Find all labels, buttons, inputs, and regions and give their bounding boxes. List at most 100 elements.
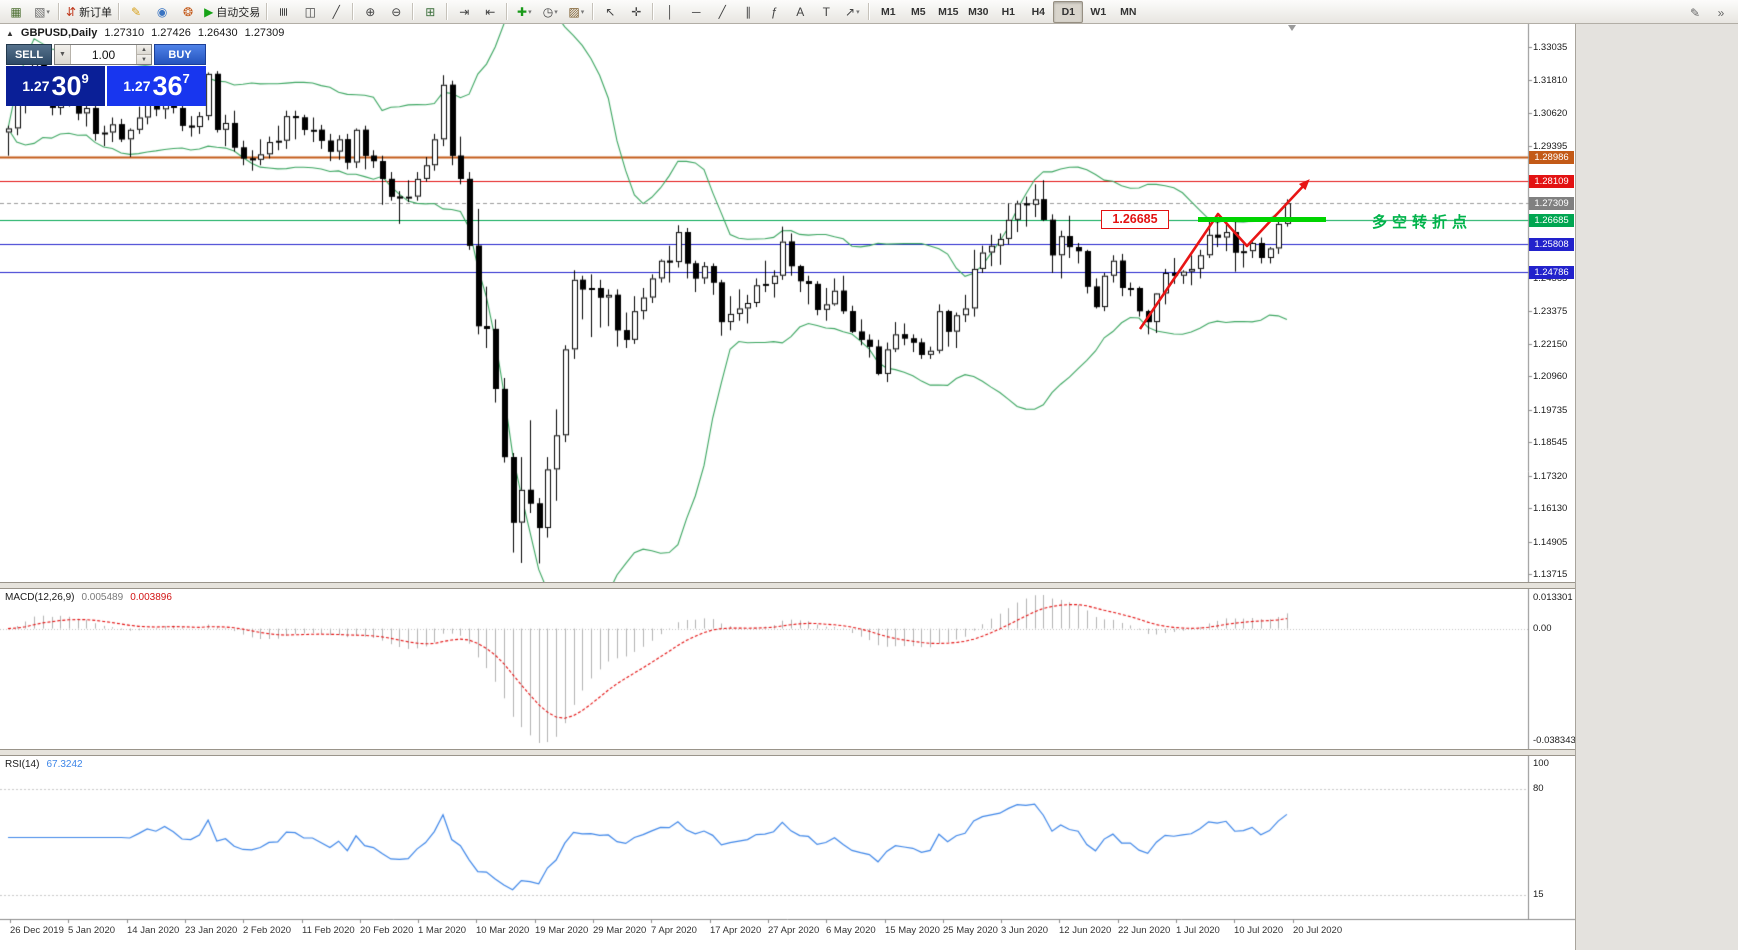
buy-button[interactable]: BUY: [154, 44, 206, 65]
price-scale-label: 1.33035: [1533, 42, 1568, 53]
fibonacci-button[interactable]: ƒ: [761, 1, 787, 23]
zoom-out-button-icon: ⊖: [391, 4, 402, 19]
macd-main-value: 0.005489: [81, 592, 124, 603]
tile-windows-button[interactable]: ⊞: [417, 1, 443, 23]
date-label: 29 Mar 2020: [593, 925, 647, 936]
chart-shift-button-icon: ⇤: [485, 4, 496, 19]
horizontal-line-button[interactable]: ─: [683, 1, 709, 23]
community-button[interactable]: ❂: [175, 1, 201, 23]
date-label: 23 Jan 2020: [185, 925, 238, 936]
buy-price-base: 1.27: [123, 78, 151, 94]
profiles-button-icon: ▧: [34, 4, 46, 19]
pane-separator-rsi[interactable]: [0, 749, 1575, 756]
market-watch-button-icon: ◉: [156, 4, 168, 19]
date-label: 10 Jul 2020: [1234, 925, 1284, 936]
horizontal-line-button-icon: ─: [692, 4, 701, 19]
new-order-button[interactable]: ⇵ 新订单: [63, 1, 115, 23]
toolbar-separator: [412, 3, 415, 20]
date-label: 7 Apr 2020: [651, 925, 697, 936]
indicators-button[interactable]: ✚ ▾: [511, 1, 537, 23]
metaeditor-button-icon: ✎: [131, 4, 142, 19]
timeframe-h4-button[interactable]: H4: [1031, 5, 1046, 18]
timeframe-m1-button[interactable]: M1: [881, 5, 896, 18]
macd-scale-label: 0.013301: [1533, 592, 1573, 603]
timeframe-m15-button[interactable]: M15: [938, 5, 959, 18]
profiles-button[interactable]: ▧ ▾: [29, 1, 55, 23]
timeframe-mn-button[interactable]: MN: [1120, 5, 1137, 18]
new-chart-button[interactable]: ▦: [3, 1, 29, 23]
turning-point-text[interactable]: 多空转折点: [1372, 214, 1473, 231]
vertical-line-button[interactable]: │: [657, 1, 683, 23]
timeframe-m5-button[interactable]: M5: [911, 5, 926, 18]
turning-level-line[interactable]: [1198, 217, 1326, 222]
macd-scale-label: 0.00: [1533, 623, 1552, 634]
trendline-button-icon: ╱: [718, 4, 726, 19]
arrows-button[interactable]: ↗ ▾: [839, 1, 865, 23]
close-value: 1.27309: [244, 27, 285, 39]
date-label: 17 Apr 2020: [710, 925, 762, 936]
trendline-button[interactable]: ╱: [709, 1, 735, 23]
crosshair-button[interactable]: ✛: [623, 1, 649, 23]
autotrading-button-icon: ▶: [204, 4, 214, 19]
open-value: 1.27310: [104, 27, 145, 39]
macd-scale-label: -0.038343: [1533, 735, 1575, 746]
cursor-button[interactable]: ↖: [597, 1, 623, 23]
toolbar-separator: [118, 3, 121, 20]
support-price-label[interactable]: 1.26685: [1101, 210, 1169, 229]
crosshair-button-icon: ✛: [631, 4, 642, 19]
date-label: 14 Jan 2020: [127, 925, 180, 936]
toolbar-separator: [592, 3, 595, 20]
timeframe-m30-button[interactable]: M30: [968, 5, 989, 18]
autotrading-button-label: 自动交易: [216, 6, 261, 19]
volume-down-icon[interactable]: ▼: [137, 55, 151, 64]
periods-button-icon: ◷: [542, 4, 554, 19]
zoom-out-button[interactable]: ⊖: [383, 1, 409, 23]
chart-shift-button[interactable]: ⇤: [477, 1, 503, 23]
date-label: 27 Apr 2020: [768, 925, 820, 936]
toolbar-separator: [266, 3, 269, 20]
candles-chart-button[interactable]: ◫: [297, 1, 323, 23]
one-click-panel-toggle[interactable]: ▲: [6, 28, 14, 38]
bars-chart-button[interactable]: ≣: [271, 1, 297, 23]
sell-price-base: 1.27: [22, 78, 50, 94]
timeframe-d1-button[interactable]: D1: [1053, 0, 1084, 23]
volume-input[interactable]: 1.00: [91, 47, 116, 62]
market-watch-button[interactable]: ◉: [149, 1, 175, 23]
chart-shift-marker[interactable]: [1288, 25, 1296, 31]
macd-pane-title: MACD(12,26,9) 0.005489 0.003896: [5, 592, 172, 603]
timeframe-w1-button[interactable]: W1: [1090, 5, 1107, 18]
text-button-icon: A: [796, 4, 805, 19]
pane-separator-macd[interactable]: [0, 582, 1575, 589]
channel-button[interactable]: ∥: [735, 1, 761, 23]
buy-price-big: 36: [152, 70, 183, 101]
price-scale-label: 1.23375: [1533, 306, 1568, 317]
label-button[interactable]: T: [813, 1, 839, 23]
autotrading-button[interactable]: ▶ 自动交易: [201, 1, 263, 23]
timeframe-h1-button[interactable]: H1: [1001, 5, 1016, 18]
templates-button[interactable]: ▨ ▾: [563, 1, 589, 23]
customize-toolbar-button[interactable]: ✎: [1682, 2, 1708, 24]
community-button-icon: ❂: [183, 4, 194, 19]
price-chart-canvas[interactable]: [0, 24, 1575, 950]
toolbar-separator: [58, 3, 60, 20]
zoom-in-button[interactable]: ⊕: [357, 1, 383, 23]
date-label: 22 Jun 2020: [1118, 925, 1171, 936]
sell-price-button[interactable]: 1.27 30 9: [6, 66, 105, 106]
metaeditor-button[interactable]: ✎: [123, 1, 149, 23]
buy-price-button[interactable]: 1.27 36 7: [107, 66, 206, 106]
arrows-button-caret-icon: ▾: [856, 8, 860, 16]
price-scale-label: 1.16130: [1533, 503, 1568, 514]
overflow-button[interactable]: »: [1708, 2, 1734, 24]
periods-button[interactable]: ◷ ▾: [537, 1, 563, 23]
volume-dropdown-icon[interactable]: ▼: [55, 45, 71, 64]
price-level-badge: 1.28109: [1529, 175, 1574, 188]
price-level-badge: 1.24786: [1529, 266, 1574, 279]
price-scale-label: 1.17320: [1533, 471, 1568, 482]
text-button[interactable]: A: [787, 1, 813, 23]
volume-up-icon[interactable]: ▲: [137, 45, 151, 55]
volume-field: ▼ 1.00 ▲ ▼: [54, 44, 152, 65]
toolbar-separator: [352, 3, 355, 20]
auto-scroll-button[interactable]: ⇥: [451, 1, 477, 23]
sell-button[interactable]: SELL: [6, 44, 52, 65]
line-chart-button[interactable]: ╱: [323, 1, 349, 23]
